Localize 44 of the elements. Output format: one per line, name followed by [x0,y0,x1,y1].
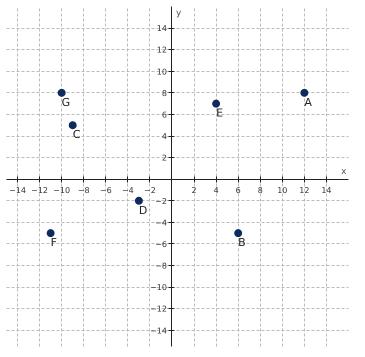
x-tick-label: −6 [100,186,112,196]
y-tick-label: −14 [150,326,167,336]
x-tick-label: 14 [321,186,332,196]
annotation: C [72,128,81,142]
x-tick-label: 2 [192,186,197,196]
y-tick-label: 8 [162,88,167,98]
point [300,88,308,97]
x-tick-label: 4 [214,186,219,196]
y-tick-label: −2 [155,196,167,206]
annotation: E [216,106,224,120]
x-tick-label: −14 [9,186,26,196]
y-tick-label: −10 [150,283,167,292]
y-tick-label: 12 [156,46,167,55]
y-tick-label: 6 [162,110,167,120]
x-tick-label: −4 [122,186,134,196]
annotation: A [304,96,312,109]
x-tick-label: −12 [31,186,48,196]
y-tick-label: 10 [156,67,167,76]
annotation: G [62,96,70,109]
point [46,229,55,238]
y-tick-label: 2 [162,154,167,163]
y-axis-title: y [176,8,182,18]
x-tick-label: 6 [236,186,241,196]
x-tick-label: 8 [258,186,263,196]
point [134,196,143,205]
point [212,100,220,108]
y-tick-label: −8 [155,262,167,271]
annotation: B [238,236,246,250]
y-tick-label: −12 [150,304,167,314]
x-tick-label: −8 [78,186,90,196]
annotation: D [138,204,148,217]
x-tick-label: −2 [144,186,156,196]
x-tick-label: −10 [53,186,70,196]
x-axis-title: x [341,167,348,178]
x-tick-label: 10 [277,186,288,196]
point [58,88,66,97]
annotation: F [50,236,57,250]
point [68,121,77,130]
x-tick-label: 12 [299,186,310,196]
y-tick-label: −6 [155,240,167,249]
point [234,229,242,238]
y-tick-label: 4 [162,132,167,142]
y-tick-label: 14 [156,24,167,34]
y-tick-label: −4 [155,218,167,228]
